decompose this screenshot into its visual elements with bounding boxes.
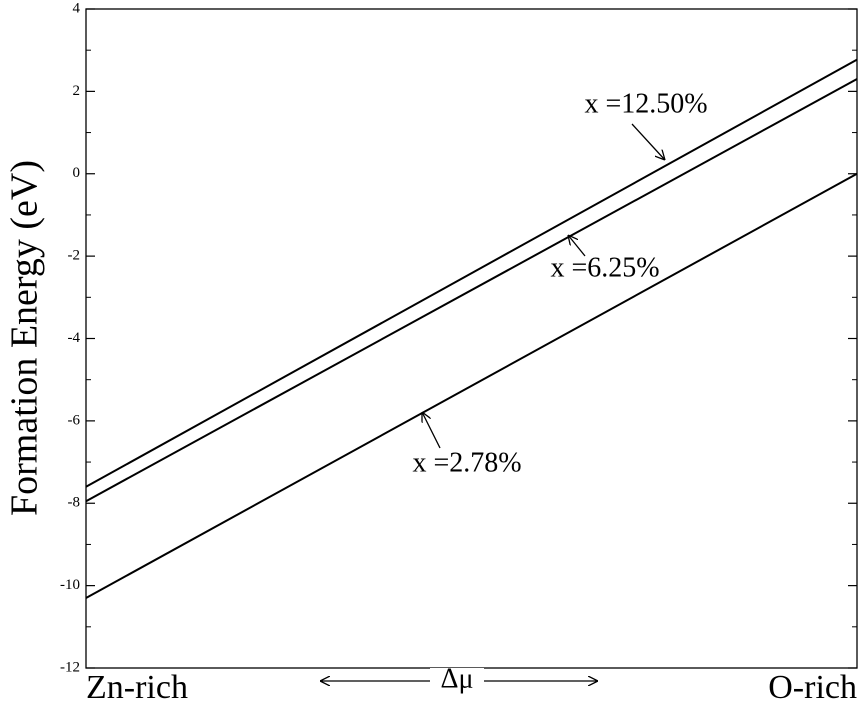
series-label: x =2.78% <box>412 447 521 478</box>
x-tick-label: Zn-rich <box>86 669 188 706</box>
label-arrow <box>631 123 665 160</box>
y-tick-label: 2 <box>73 83 81 99</box>
series-label: x =12.50% <box>584 88 707 119</box>
series-line <box>85 172 858 599</box>
y-tick-label: 0 <box>73 165 81 181</box>
y-tick-label: -2 <box>68 248 81 264</box>
y-tick-label: -6 <box>68 412 81 428</box>
y-tick-label: -12 <box>60 659 80 675</box>
x-tick-label: O-rich <box>768 669 857 706</box>
plot-frame <box>85 8 858 669</box>
x-axis-title: Δμ <box>440 663 473 694</box>
y-tick-label: -4 <box>68 330 81 346</box>
series-label: x =6.25% <box>550 252 659 283</box>
series-line <box>85 78 858 503</box>
x-label-bg <box>430 668 484 694</box>
y-tick-label: -8 <box>68 495 81 511</box>
y-tick-label: -10 <box>60 577 80 593</box>
label-arrow <box>568 235 586 257</box>
label-arrow <box>422 412 441 449</box>
y-axis-title: Formation Energy (eV) <box>4 160 46 516</box>
series-line <box>85 58 858 488</box>
y-tick-label: 4 <box>73 0 81 16</box>
